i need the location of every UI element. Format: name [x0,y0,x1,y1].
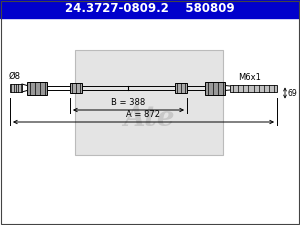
Text: B = 388: B = 388 [111,98,146,107]
Bar [27,81,47,94]
Text: Ate: Ate [123,104,175,131]
Text: Ø8: Ø8 [9,72,21,81]
Text: 24.3727-0809.2    580809: 24.3727-0809.2 580809 [65,2,235,16]
Bar [205,81,225,94]
Bar [230,85,277,92]
Bar [10,84,22,92]
Bar [175,83,187,93]
Bar [75,50,223,155]
Bar [70,83,82,93]
Text: 69: 69 [287,88,297,97]
Text: M6x1: M6x1 [238,72,261,81]
Text: A = 872: A = 872 [127,110,160,119]
Bar [0,0,300,18]
